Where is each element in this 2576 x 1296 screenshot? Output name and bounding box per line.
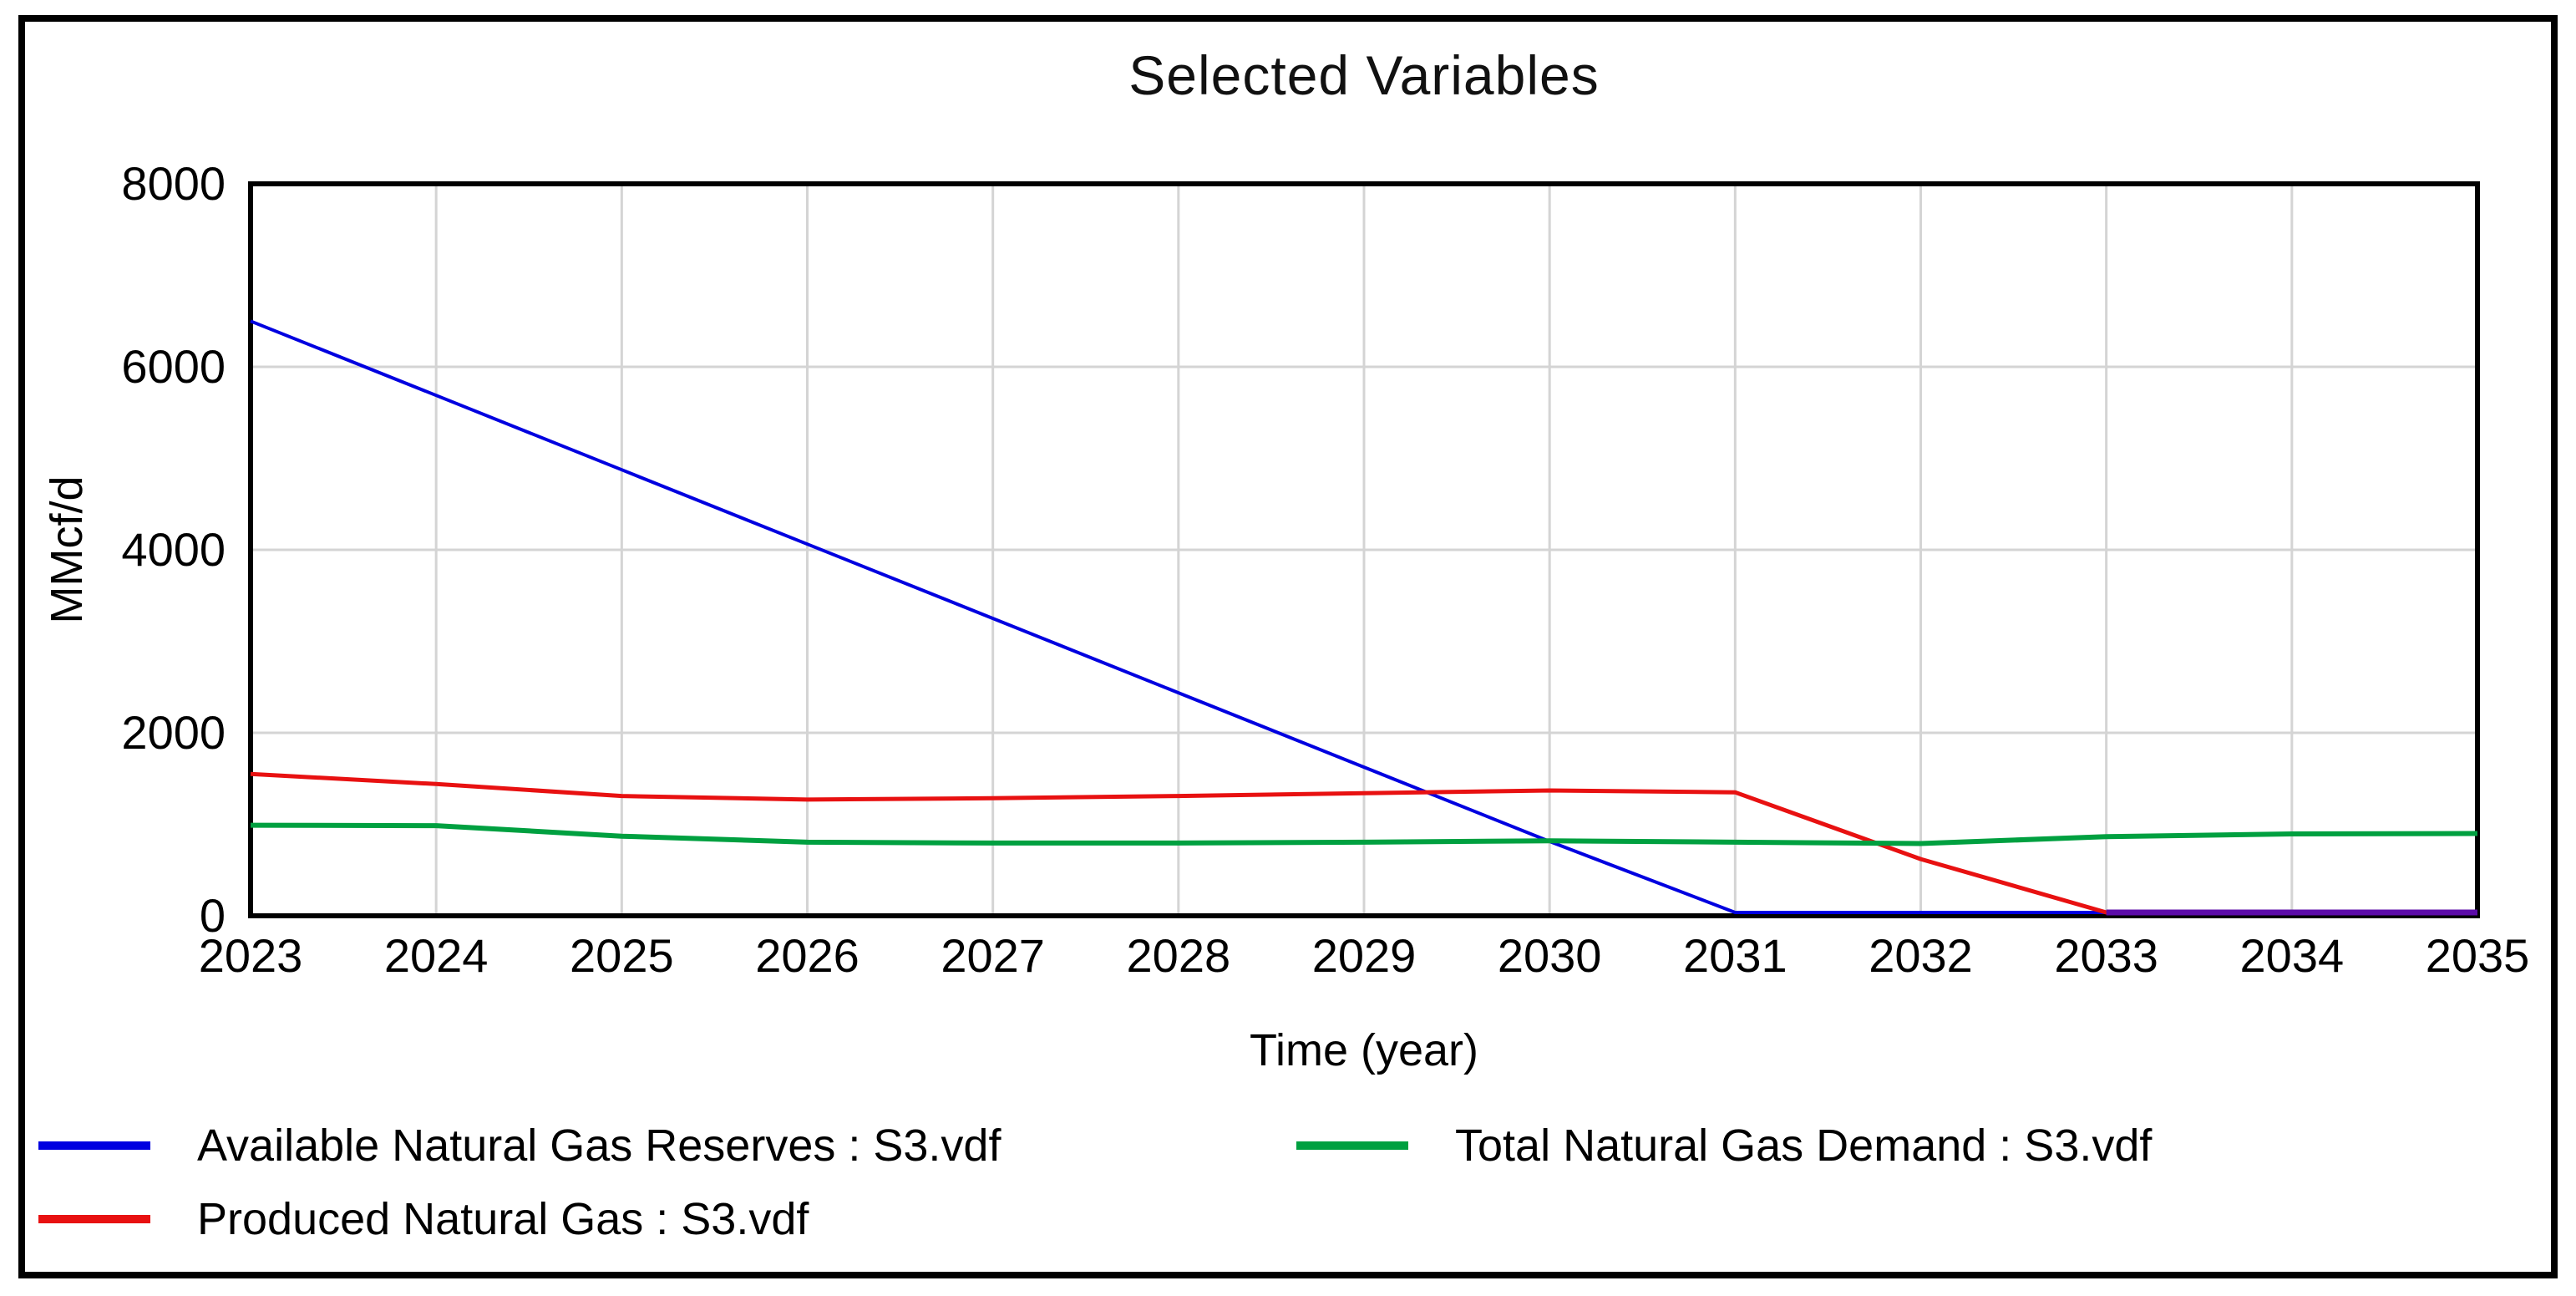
y-tick-label: 6000 (121, 340, 226, 393)
legend-label-produced: Produced Natural Gas : S3.vdf (197, 1194, 809, 1244)
x-tick-label: 2029 (1311, 929, 1417, 982)
x-tick-label: 2034 (2239, 929, 2345, 982)
x-tick-label: 2026 (755, 929, 860, 982)
x-tick-label: 2032 (1869, 929, 1973, 982)
chart-title: Selected Variables (1128, 44, 1600, 106)
x-tick-label: 2031 (1683, 929, 1787, 982)
x-tick-label: 2033 (2054, 929, 2158, 982)
legend-label-demand: Total Natural Gas Demand : S3.vdf (1455, 1121, 2153, 1171)
x-tick-label: 2023 (198, 929, 303, 982)
legend-label-reserves: Available Natural Gas Reserves : S3.vdf (197, 1121, 1001, 1171)
x-tick-label: 2024 (383, 929, 489, 982)
demand-line-swatch (1296, 1141, 1408, 1150)
x-tick-label: 2035 (2425, 929, 2530, 982)
legend-item-reserves: Available Natural Gas Reserves : S3.vdf (38, 1116, 1001, 1175)
figure-border (18, 15, 2558, 1278)
produced-line-swatch (38, 1215, 150, 1223)
reserves-line-swatch (38, 1141, 150, 1150)
y-tick-label: 4000 (121, 523, 226, 576)
x-tick-label: 2027 (941, 929, 1045, 982)
legend-item-produced: Produced Natural Gas : S3.vdf (38, 1190, 809, 1248)
legend-item-demand: Total Natural Gas Demand : S3.vdf (1296, 1116, 2152, 1175)
x-tick-label: 2028 (1126, 929, 1231, 982)
y-tick-label: 0 (199, 889, 226, 942)
x-tick-label: 2030 (1497, 929, 1602, 982)
y-tick-label: 8000 (121, 157, 226, 210)
y-tick-label: 2000 (121, 706, 226, 759)
x-tick-label: 2025 (570, 929, 674, 982)
x-axis-title: Time (year) (1249, 1025, 1478, 1075)
